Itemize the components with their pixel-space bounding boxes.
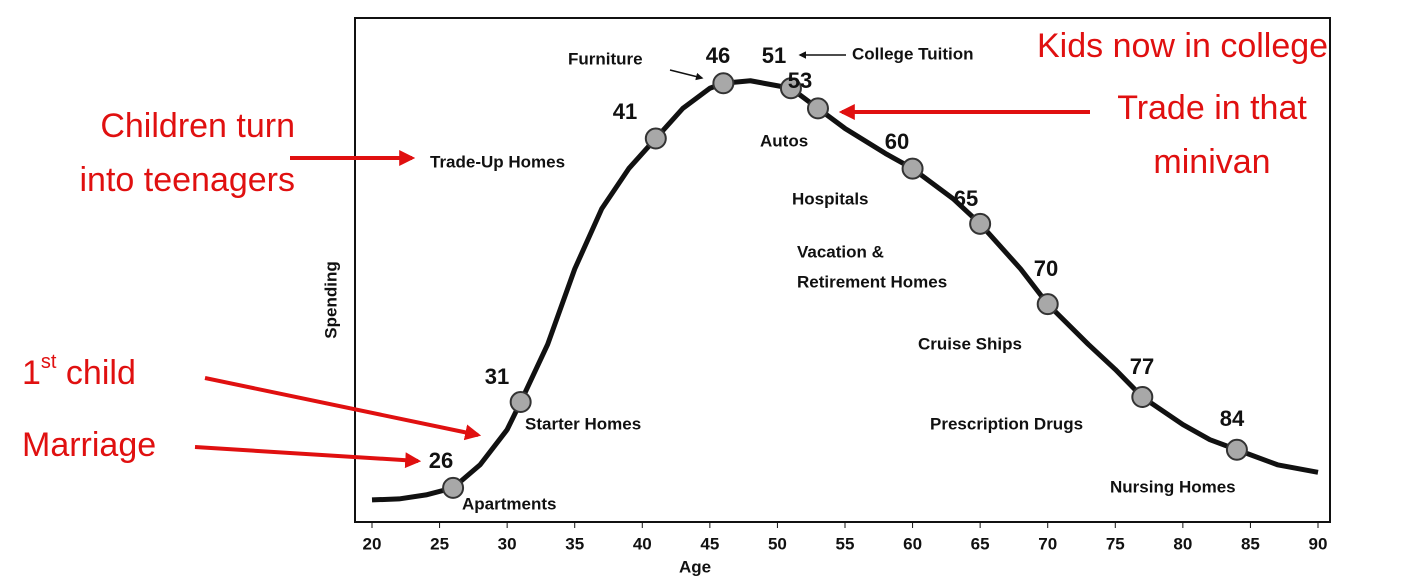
point [1036,293,1059,316]
point-label: Hospitals [792,189,869,208]
point-label: College Tuition [852,44,974,63]
point [509,391,532,414]
point-label: Furniture [568,49,643,68]
point-age: 77 [1130,354,1154,379]
point-label: Apartments [462,494,556,513]
point [779,77,802,100]
arrow [204,376,482,441]
point [806,97,829,120]
point-age: 31 [485,364,509,389]
x-tick-label: 35 [565,534,584,553]
x-tick-label: 85 [1241,534,1260,553]
x-tick-label: 40 [633,534,652,553]
x-axis-label: Age [679,557,711,576]
point-label: Autos [760,131,808,150]
x-tick-label: 25 [430,534,449,553]
point-age: 51 [762,43,786,68]
point-age: 41 [613,99,637,124]
x-tick-label: 30 [498,534,517,553]
annotation: into teenagers [80,161,296,199]
annotation: Trade in that [1117,89,1307,127]
point [969,212,992,235]
point-age: 26 [429,448,453,473]
x-tick-label: 80 [1173,534,1192,553]
x-tick-label: 20 [363,534,382,553]
point-label: Cruise Ships [918,334,1022,353]
annotation: Children turn [100,107,295,145]
x-tick-label: 50 [768,534,787,553]
x-tick-label: 70 [1038,534,1057,553]
annotation: 1st child [22,351,136,392]
point-age: 65 [954,186,978,211]
point-label: Starter Homes [525,414,641,433]
point-label: Prescription Drugs [930,414,1083,433]
y-axis-label: Spending [321,261,340,338]
arrow [669,69,704,81]
point [1131,386,1154,409]
point-label: Retirement Homes [797,272,947,291]
point-age: 84 [1220,406,1245,431]
x-tick-label: 75 [1106,534,1125,553]
point [1225,438,1248,461]
point [644,127,667,150]
annotation-part: child [56,354,135,392]
point-age: 60 [885,129,909,154]
arrow [194,445,422,469]
point-age: 46 [706,43,730,68]
annotation: Kids now in college [1037,27,1328,65]
annotation-part: 1 [22,354,41,392]
point-label: Nursing Homes [1110,477,1236,496]
point-label: Trade-Up Homes [430,152,565,171]
annotation: minivan [1153,143,1270,181]
x-tick-label: 60 [903,534,922,553]
x-tick-label: 90 [1309,534,1328,553]
annotation-part: st [41,351,57,373]
point-label: Vacation & [797,242,884,261]
point [442,476,465,499]
point-age: 53 [788,68,812,93]
x-tick-label: 55 [836,534,855,553]
plot-frame [354,17,1331,523]
x-tick-label: 65 [971,534,990,553]
point-age: 70 [1034,256,1058,281]
annotation: Marriage [22,426,156,464]
x-tick-label: 45 [700,534,719,553]
point [901,157,924,180]
point [712,72,735,95]
